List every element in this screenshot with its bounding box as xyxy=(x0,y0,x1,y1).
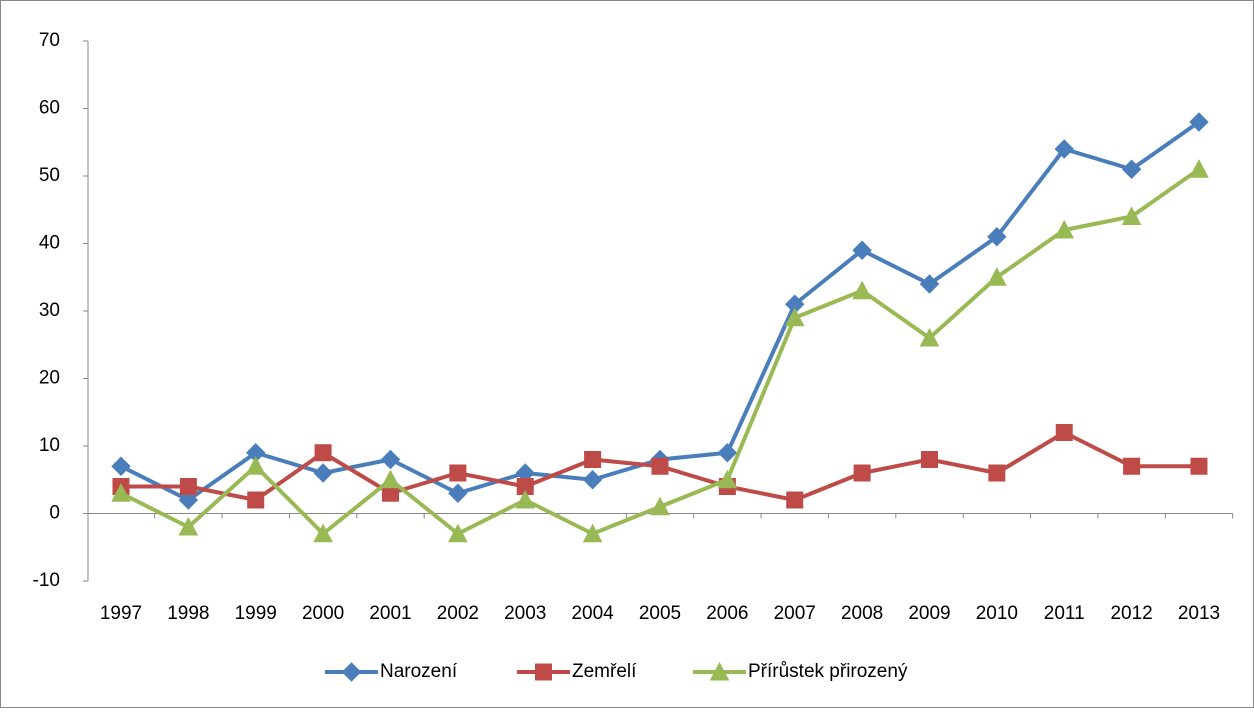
data-point xyxy=(111,456,131,476)
legend-label: Zemřelí xyxy=(572,661,637,682)
data-point xyxy=(717,443,738,463)
data-point xyxy=(111,483,131,502)
data-point xyxy=(650,496,670,516)
x-tick-label: 2006 xyxy=(706,603,748,624)
data-point xyxy=(247,491,265,509)
x-tick-label: 2007 xyxy=(774,603,816,624)
data-point xyxy=(786,491,804,509)
x-tick-label: 2004 xyxy=(571,603,614,624)
data-point xyxy=(1054,219,1075,239)
data-point xyxy=(987,227,1007,247)
data-point xyxy=(179,478,197,495)
data-point xyxy=(178,490,199,510)
x-tick-label: 2012 xyxy=(1110,603,1152,624)
legend-marker xyxy=(535,663,552,681)
data-point xyxy=(380,449,401,470)
data-point xyxy=(919,274,940,294)
x-tick-label: 2002 xyxy=(437,603,479,624)
data-point xyxy=(852,280,872,300)
data-point xyxy=(448,483,468,503)
legend-marker xyxy=(341,662,362,682)
y-tick-label: 70 xyxy=(39,30,60,51)
y-tick-label: 40 xyxy=(39,233,60,254)
data-point xyxy=(1190,457,1208,475)
x-tick-label: 2011 xyxy=(1044,603,1085,624)
x-tick-label: 1999 xyxy=(235,603,277,624)
data-point xyxy=(178,516,199,536)
legend-marker xyxy=(709,661,730,681)
data-point xyxy=(582,470,603,490)
x-tick-label: 2009 xyxy=(908,603,950,624)
data-point xyxy=(920,451,938,468)
data-point xyxy=(988,464,1006,482)
y-tick-label: 30 xyxy=(39,300,60,321)
data-point xyxy=(516,478,534,495)
x-tick-label: 1998 xyxy=(167,603,209,624)
x-tick-label: 2010 xyxy=(976,603,1018,624)
y-tick-label: 50 xyxy=(39,165,60,186)
data-point xyxy=(784,307,805,327)
data-point xyxy=(380,469,401,489)
data-point xyxy=(651,457,669,475)
data-point xyxy=(1121,206,1142,225)
data-point xyxy=(987,267,1007,286)
data-point xyxy=(515,489,536,509)
data-point xyxy=(1189,112,1209,132)
data-point xyxy=(1054,139,1074,159)
data-point xyxy=(582,523,603,543)
data-point xyxy=(919,327,940,347)
data-point xyxy=(1121,159,1142,179)
x-tick-label: 2003 xyxy=(504,603,546,624)
y-tick-label: 0 xyxy=(49,503,60,524)
data-point xyxy=(449,464,467,482)
y-tick-label: 60 xyxy=(39,98,60,119)
x-tick-label: 1997 xyxy=(100,603,142,624)
data-point xyxy=(853,464,871,482)
data-point xyxy=(1055,424,1073,441)
x-tick-label: 2008 xyxy=(841,603,883,624)
legend-label: Přírůstek přirozený xyxy=(748,661,908,682)
data-point xyxy=(717,469,738,489)
data-point xyxy=(313,463,333,483)
data-point xyxy=(584,451,602,468)
data-point xyxy=(245,456,266,475)
data-point xyxy=(852,240,872,260)
x-tick-label: 2013 xyxy=(1178,603,1220,624)
x-tick-label: 2005 xyxy=(639,603,681,624)
data-point xyxy=(448,523,468,543)
data-point xyxy=(314,444,332,462)
data-point xyxy=(1189,159,1209,178)
data-point xyxy=(313,523,333,543)
legend-label: Narození xyxy=(380,661,458,682)
y-tick-label: 20 xyxy=(39,368,60,389)
data-point xyxy=(1123,457,1141,475)
y-tick-label: 10 xyxy=(39,435,60,456)
y-tick-label: -10 xyxy=(33,570,60,591)
x-tick-label: 2001 xyxy=(369,603,411,624)
x-tick-label: 2000 xyxy=(302,603,344,624)
